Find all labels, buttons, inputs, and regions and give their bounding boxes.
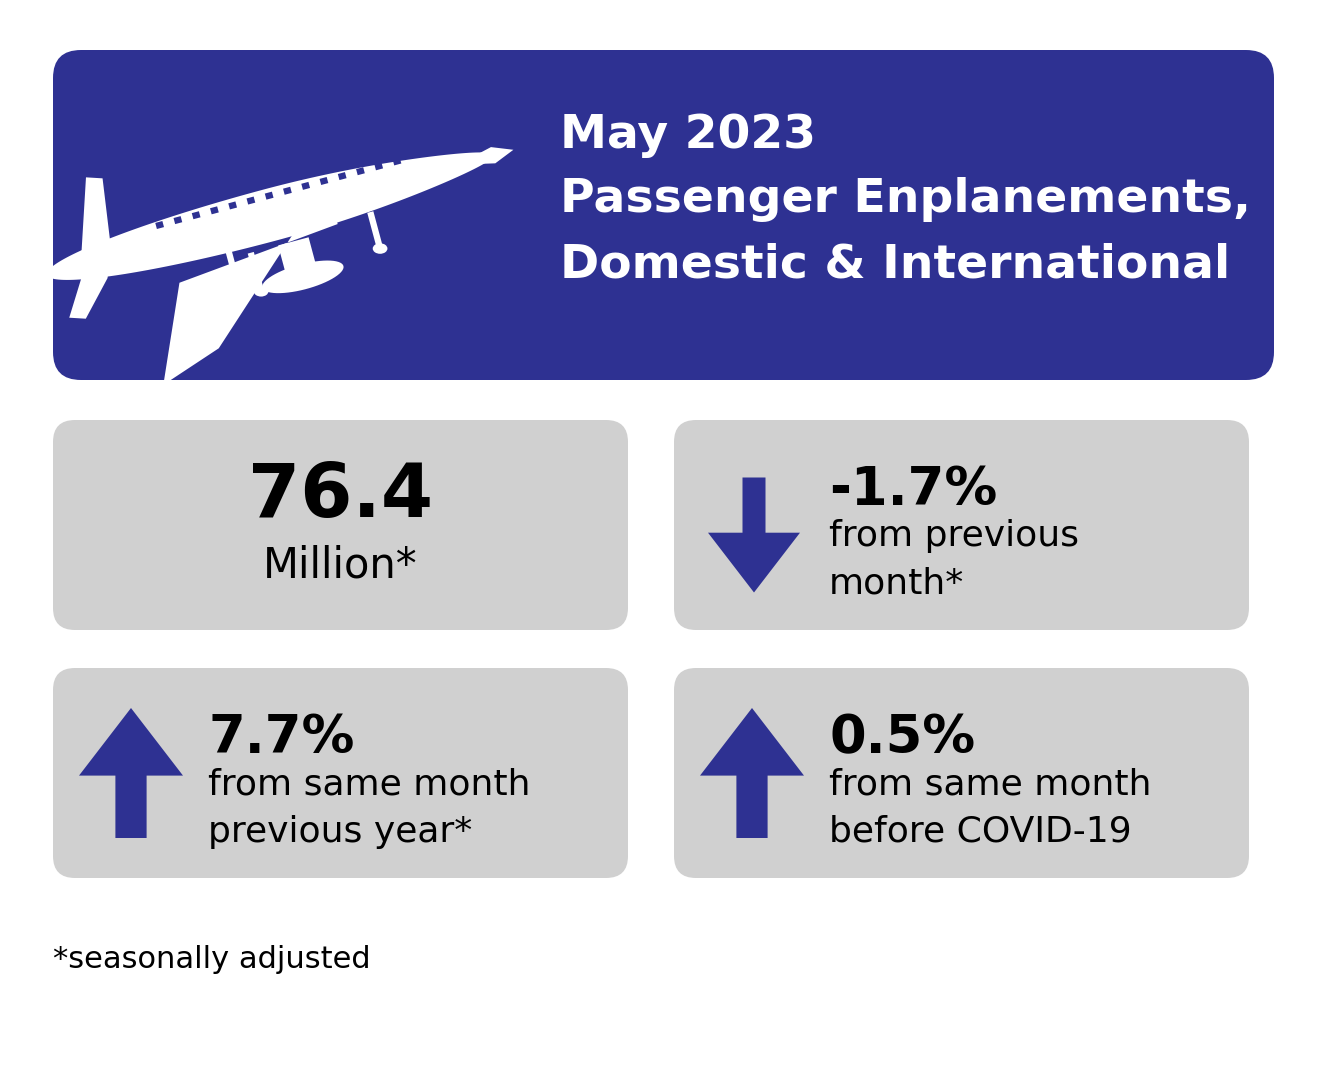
Polygon shape xyxy=(356,167,365,176)
Ellipse shape xyxy=(373,243,387,254)
Polygon shape xyxy=(81,178,111,261)
Text: 76.4: 76.4 xyxy=(248,461,433,533)
Text: Passenger Enplanements,: Passenger Enplanements, xyxy=(560,178,1251,223)
Polygon shape xyxy=(210,207,219,214)
Polygon shape xyxy=(80,708,183,838)
Polygon shape xyxy=(301,182,311,190)
Polygon shape xyxy=(69,264,109,319)
Text: 7.7%: 7.7% xyxy=(208,712,354,764)
Polygon shape xyxy=(226,249,240,284)
Text: 0.5%: 0.5% xyxy=(829,712,975,764)
Polygon shape xyxy=(248,252,263,289)
Polygon shape xyxy=(393,157,401,166)
Text: Million*: Million* xyxy=(263,544,418,586)
Text: -1.7%: -1.7% xyxy=(829,464,998,516)
Text: from same month
previous year*: from same month previous year* xyxy=(208,767,531,849)
Polygon shape xyxy=(701,708,804,838)
Text: May 2023: May 2023 xyxy=(560,112,816,157)
Polygon shape xyxy=(283,186,292,195)
Text: from previous
month*: from previous month* xyxy=(829,519,1079,601)
Ellipse shape xyxy=(231,281,245,292)
Polygon shape xyxy=(192,211,200,220)
Polygon shape xyxy=(338,172,346,180)
Polygon shape xyxy=(174,216,182,224)
Polygon shape xyxy=(709,477,800,592)
Polygon shape xyxy=(247,197,255,205)
Text: *seasonally adjusted: *seasonally adjusted xyxy=(53,946,370,975)
Polygon shape xyxy=(163,219,337,384)
Text: Domestic & International: Domestic & International xyxy=(560,242,1230,288)
Polygon shape xyxy=(320,177,328,185)
FancyBboxPatch shape xyxy=(53,420,628,630)
FancyBboxPatch shape xyxy=(674,668,1249,878)
Polygon shape xyxy=(228,201,238,209)
Polygon shape xyxy=(263,261,344,293)
FancyBboxPatch shape xyxy=(674,420,1249,630)
Polygon shape xyxy=(155,221,165,229)
Ellipse shape xyxy=(253,286,268,296)
Polygon shape xyxy=(46,153,494,280)
FancyBboxPatch shape xyxy=(53,50,1274,380)
Polygon shape xyxy=(374,163,384,170)
Polygon shape xyxy=(279,237,316,274)
FancyBboxPatch shape xyxy=(53,668,628,878)
Polygon shape xyxy=(368,211,382,247)
Text: from same month
before COVID-19: from same month before COVID-19 xyxy=(829,767,1152,849)
Polygon shape xyxy=(458,148,514,165)
Polygon shape xyxy=(265,192,273,199)
